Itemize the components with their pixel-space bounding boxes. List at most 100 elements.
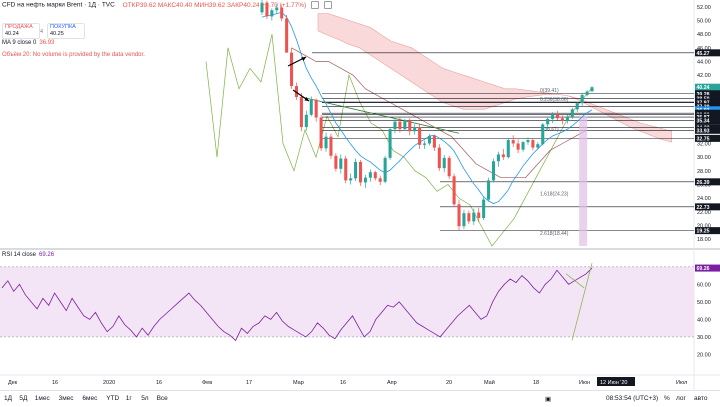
candle-body-18: [349, 178, 353, 181]
candle-body-56: [536, 144, 540, 148]
price-tick-label-4: 44.00: [697, 60, 711, 66]
candle-body-31: [413, 127, 417, 132]
time-tick-label-12: Июн: [579, 380, 590, 386]
bottom-toolbar: 1Д 5Д 1мес 3мес 6мес YTD 1г 5л Все ▣ 08:53:54 (U…: [0, 390, 720, 407]
rsi-line: [1, 267, 593, 342]
chart-legend: CFD на нефть марки Brent · 1Д · TVC ОТКР…: [2, 1, 332, 9]
price-tick-label-2: 48.00: [697, 32, 711, 38]
time-tick-label-2: 2020: [103, 380, 115, 386]
calendar-icon[interactable]: ▣: [545, 396, 552, 403]
timeframe-8[interactable]: Все: [156, 395, 168, 402]
sell-label: ПРОДАЖА: [5, 24, 33, 30]
candle-body-51: [511, 140, 515, 144]
candle-body-63: [570, 109, 574, 117]
candle-body-61: [560, 118, 564, 121]
rsi-tick-label-2: 50.00: [697, 300, 711, 306]
candle-body-62: [565, 116, 569, 121]
time-tick-label-5: 17: [246, 380, 252, 386]
candle-body-19: [354, 161, 358, 179]
price-axis-label-box-4: [695, 94, 720, 102]
candle-body-26: [388, 129, 392, 158]
price-axis-label-text-3: 39.28: [697, 92, 710, 98]
price-axis-label-box-3: [695, 90, 720, 98]
eye-icon[interactable]: [311, 1, 320, 9]
rsi-legend[interactable]: RSI 14 close 69.26: [2, 252, 54, 258]
timeframe-4[interactable]: 6мес: [82, 395, 98, 402]
candle-body-60: [555, 114, 560, 119]
ma-legend[interactable]: MA 9 close 0 36.93: [2, 40, 54, 46]
timeframe-2[interactable]: 1мес: [34, 395, 50, 402]
candle-body-41: [462, 213, 466, 227]
time-tick-label-11: 18: [533, 380, 539, 386]
base-line: [291, 47, 588, 179]
auto-toggle[interactable]: авто: [694, 395, 708, 402]
candle-body-8: [299, 97, 303, 128]
candle-body-25: [383, 157, 387, 182]
timeframe-6[interactable]: 1г: [125, 395, 132, 402]
timeframe-5[interactable]: YTD: [106, 395, 120, 402]
price-tick-label-13: 26.00: [697, 183, 711, 189]
price-axis-label-box-1: [695, 83, 720, 91]
candle-body-66: [585, 91, 589, 95]
volume-note: Объём 20: No volume is provided by the d…: [2, 52, 145, 58]
buy-price: 40.25: [50, 30, 64, 37]
price-axis-label-box-16: [695, 178, 720, 186]
price-axis-label-text-16: 26.39: [697, 180, 710, 186]
fib-label-3: 1.618(24.23): [540, 192, 569, 198]
candle-body-65: [580, 94, 584, 104]
price-tick-label-12: 28.00: [697, 169, 711, 175]
rsi-value: 69.26: [39, 252, 55, 258]
candle-body-20: [358, 161, 363, 183]
candle-body-29: [403, 120, 407, 130]
candle-body-64: [575, 103, 579, 110]
fib-label-0: 0(39.41): [540, 88, 559, 94]
cursor-date-box: [597, 377, 635, 386]
candle-body-28: [398, 121, 402, 130]
timeframe-7[interactable]: 5л: [141, 395, 149, 402]
percent-toggle[interactable]: %: [664, 395, 670, 402]
price-axis-label-box-14: [695, 126, 720, 134]
price-tick-label-15: 22.00: [697, 210, 711, 216]
candle-body-17: [344, 158, 348, 181]
buy-label: ПОКУПКА: [50, 24, 76, 30]
candle-body-55: [531, 140, 535, 148]
candle-body-48: [496, 154, 500, 162]
price-axis-label-box-18: [695, 227, 720, 235]
annotation-arrow-head-1: [301, 57, 306, 61]
settings-icon[interactable]: [323, 1, 332, 9]
time-tick-label-6: Мар: [293, 380, 304, 386]
candle-body-11: [314, 99, 318, 118]
price-axis-label-box-15: [695, 134, 720, 142]
candle-body-39: [452, 176, 456, 205]
candle-body-24: [378, 178, 382, 182]
symbol-title[interactable]: CFD на нефть марки Brent · 1Д · TVC: [2, 1, 115, 9]
price-tick-label-0: 52.00: [697, 5, 711, 11]
candle-body-13: [324, 136, 328, 149]
chart-canvas[interactable]: 52.0050.0048.0046.0044.0042.0040.0038.00…: [0, 0, 720, 390]
price-tick-label-14: 24.00: [697, 196, 711, 202]
candle-body-22: [368, 172, 372, 178]
clock-time[interactable]: 08:53:54 (UTC+3): [606, 395, 659, 402]
candle-body-54: [526, 140, 530, 143]
annotation-arrow-head-2: [304, 97, 309, 101]
timeframe-0[interactable]: 1Д: [4, 395, 13, 402]
price-axis-label-18: 19.25: [695, 227, 720, 235]
rsi-trend-line-1: [571, 263, 593, 341]
candle-body-32: [418, 127, 422, 145]
timeframe-3[interactable]: 3мес: [58, 395, 74, 402]
price-axis-label-text-15: 32.75: [697, 136, 710, 142]
timeframe-1[interactable]: 5Д: [19, 395, 28, 402]
candle-body-9: [304, 114, 308, 128]
candle-body-44: [477, 212, 481, 218]
candle-body-53: [521, 142, 525, 150]
lagging-span-line: [205, 34, 592, 247]
trend-line: [301, 96, 460, 134]
candle-body-6: [290, 52, 294, 87]
price-axis-label-17: 22.73: [695, 203, 720, 211]
log-toggle[interactable]: лог: [676, 395, 686, 402]
price-axis-label-12: 35.34: [695, 117, 720, 125]
candle-body-49: [501, 154, 505, 158]
date-range-highlight: [579, 116, 588, 247]
sell-button[interactable]: ПРОДАЖА 40.24: [2, 23, 40, 39]
buy-button[interactable]: ПОКУПКА 40.25: [47, 23, 85, 39]
